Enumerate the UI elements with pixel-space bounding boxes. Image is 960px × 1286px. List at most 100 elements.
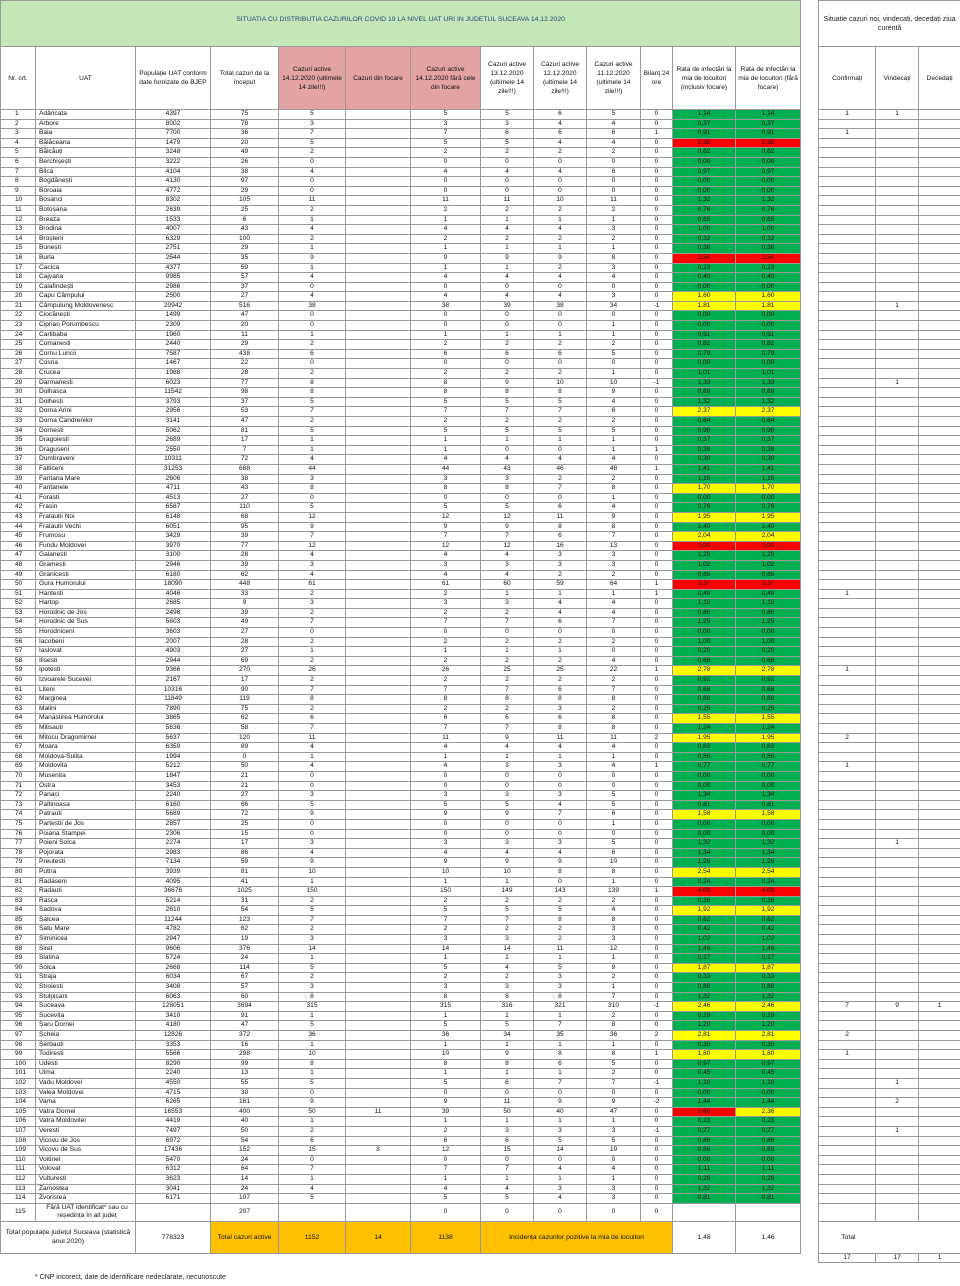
cell: 4 <box>410 569 481 581</box>
data-row: 34 Dornesti 5062 81 5 5 5 5 5 0 0,99 0,99 <box>0 425 960 437</box>
cell: 5 <box>533 425 587 437</box>
data-row: 111 Volovat 6312 64 7 7 7 4 4 0 1,11 1,11 <box>0 1164 960 1175</box>
cell <box>875 262 920 274</box>
data-row: 47 Galanesti 3100 28 4 4 4 3 3 0 1,29 1,29 <box>0 550 960 561</box>
cell: 0,37 <box>672 118 736 130</box>
cell <box>818 1154 877 1166</box>
cell <box>345 1125 411 1137</box>
cell <box>345 109 411 120</box>
cell: 0,97 <box>734 1058 802 1070</box>
cell: 8 <box>480 1058 534 1070</box>
cell: 5603 <box>135 617 211 629</box>
uat-name: Vicovu de Jos <box>35 1135 136 1147</box>
cell: 5 <box>480 1193 534 1204</box>
cell: 60 <box>210 991 279 1003</box>
cell: 7 <box>410 128 481 139</box>
cell: 3 <box>533 972 587 984</box>
cell: 37 <box>0 454 36 465</box>
cell <box>918 1173 960 1185</box>
cell: 6329 <box>135 233 211 245</box>
cell: 54 <box>210 1135 279 1147</box>
cell: 1 <box>586 982 641 993</box>
cell: 4 <box>278 454 346 465</box>
cell: 7 <box>278 531 346 542</box>
cell <box>345 329 411 341</box>
cell: 9 <box>410 857 481 868</box>
cell: 99 <box>0 1049 36 1060</box>
cell <box>345 128 411 139</box>
cell: 20 <box>0 291 36 302</box>
cell: 1,70 <box>672 483 736 494</box>
cell: 6 <box>533 713 587 724</box>
cell: 0 <box>480 770 534 782</box>
data-row: 53 Horodnic de Jos 2498 39 2 2 2 4 4 0 0,80 0,80 <box>0 607 960 619</box>
uat-name: Rasca <box>35 895 136 907</box>
cell: 0 <box>640 742 673 753</box>
uat-name: Poieni Solca <box>35 838 136 849</box>
uat-name: Stroiesti <box>35 982 136 993</box>
data-row: 64 Manastirea Humorului 3865 62 6 6 6 6 8 0 1,55 1,… <box>0 713 960 724</box>
uat-name: Baia <box>35 128 136 139</box>
cell: 8 <box>586 914 641 926</box>
cell: 36 <box>410 1030 481 1041</box>
data-row: 16 Burla 2544 35 9 9 9 9 8 0 3,54 3,54 <box>0 252 960 264</box>
gap <box>801 417 819 427</box>
cell: 3 <box>278 982 346 993</box>
cell <box>875 962 920 974</box>
cell: 1,26 <box>734 857 802 868</box>
cell: 44 <box>278 463 346 475</box>
cell <box>918 425 960 437</box>
cell <box>818 540 877 552</box>
uat-name: Ciocănești <box>35 310 136 322</box>
cell: 1,32 <box>672 838 736 849</box>
cell <box>818 636 877 648</box>
data-row: 67 Moara 6359 89 4 4 4 4 4 0 0,63 0,63 <box>0 742 960 753</box>
data-row: 102 Vadu Moldovei 4550 55 5 5 6 7 7 -1 1,10 1,10 1 <box>0 1077 960 1089</box>
cell <box>345 1077 411 1089</box>
cell: 1 <box>480 588 534 600</box>
cell: 2 <box>480 204 534 216</box>
cell: 4 <box>278 761 346 772</box>
cell: 46 <box>0 540 36 552</box>
gap <box>801 839 819 849</box>
cell: 0,00 <box>734 320 802 331</box>
cell: 5 <box>533 905 587 916</box>
cell: 39 <box>0 473 36 485</box>
cell: 2,54 <box>672 866 736 878</box>
cell: 3 <box>533 1183 587 1195</box>
cell: 2689 <box>135 435 211 446</box>
cell: 1 <box>410 1010 481 1022</box>
data-row: 61 Liteni 10316 90 7 7 7 6 7 0 0,68 0,68 <box>0 684 960 696</box>
data-row: 94 Suceava 128051 3694 315 315 316 321 310 -1 2,46… <box>0 1001 960 1012</box>
uat-name: Vatra Moldovitei <box>35 1116 136 1127</box>
gap <box>801 512 819 522</box>
cell <box>875 1049 920 1060</box>
cell: 44 <box>410 463 481 475</box>
cell: 8 <box>480 694 534 705</box>
data-row: 69 Moldovita 5212 50 4 4 3 3 4 1 0,77 0,77 1 <box>0 761 960 772</box>
cell: 1,15 <box>672 473 736 485</box>
gap <box>801 570 819 580</box>
cell: 53 <box>210 406 279 417</box>
cell: 1 <box>480 329 534 341</box>
cell: 0 <box>640 416 673 427</box>
cell <box>918 818 960 830</box>
cell: 77 <box>0 838 36 849</box>
cell: 1 <box>533 435 587 446</box>
gap <box>801 532 819 542</box>
cell: 12 <box>0 214 36 226</box>
cell <box>918 368 960 379</box>
cell: 24 <box>210 1183 279 1195</box>
cell: 3 <box>278 559 346 571</box>
cell: 9 <box>410 809 481 820</box>
cell: 0 <box>640 1068 673 1079</box>
cell: 0,23 <box>672 1116 736 1127</box>
gap <box>801 369 819 379</box>
cell: 2 <box>533 233 587 245</box>
cell: 1,02 <box>734 559 802 571</box>
cell: 0,80 <box>734 607 802 619</box>
cell: 1847 <box>135 770 211 782</box>
cell: 0,00 <box>734 185 802 197</box>
cell: 321 <box>533 1001 587 1012</box>
cell <box>875 646 920 657</box>
